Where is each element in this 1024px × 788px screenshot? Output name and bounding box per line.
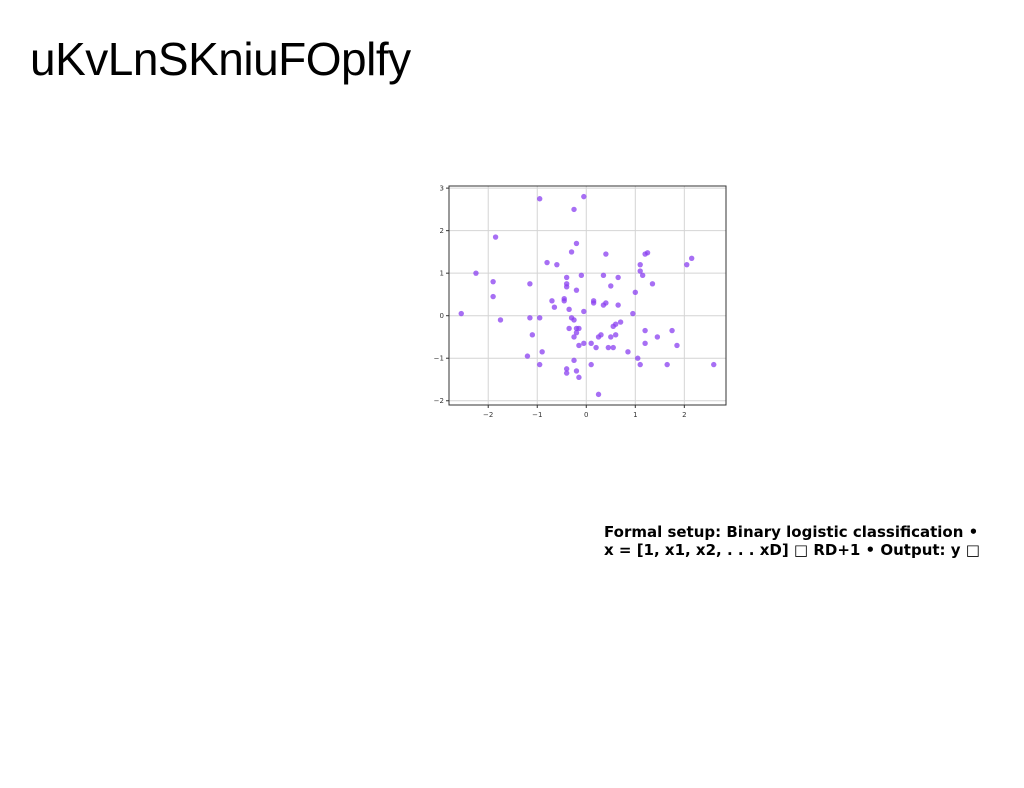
scatter-point <box>711 361 717 368</box>
scatter-point <box>539 349 545 355</box>
scatter-point <box>573 368 580 374</box>
y-tick-label: 3 <box>440 185 444 193</box>
scatter-point <box>608 334 614 340</box>
scatter-point <box>684 261 690 268</box>
scatter-point <box>608 283 614 289</box>
x-tick-label: −2 <box>483 411 493 419</box>
scatter-point <box>637 361 643 368</box>
y-tick-label: 1 <box>440 270 444 278</box>
scatter-point <box>571 206 577 213</box>
scatter-point <box>588 340 594 347</box>
x-tick-label: 2 <box>682 411 686 419</box>
scatter-point <box>536 315 543 321</box>
scatter-point <box>632 289 639 296</box>
scatter-point <box>610 344 616 351</box>
scatter-point <box>600 272 607 279</box>
scatter-point <box>615 274 621 281</box>
scatter-point <box>598 332 604 338</box>
scatter-point <box>561 298 567 304</box>
scatter-point <box>571 357 577 364</box>
scatter-point <box>593 344 599 351</box>
scatter-point <box>630 310 636 317</box>
scatter-point <box>566 306 572 313</box>
scatter-point <box>649 281 656 287</box>
scatter-point <box>563 284 570 290</box>
scatter-point <box>549 298 555 304</box>
scatter-point <box>600 302 607 308</box>
scatter-point <box>635 355 641 361</box>
scatter-point <box>571 317 577 323</box>
scatter-point <box>551 304 558 310</box>
scatter-point <box>664 361 670 368</box>
scatter-point <box>688 255 695 261</box>
scatter-point <box>590 298 597 304</box>
scatter-point <box>669 327 675 334</box>
scatter-point <box>603 251 609 257</box>
scatter-point <box>566 325 572 332</box>
scatter-point <box>473 270 479 276</box>
scatter-point <box>573 240 580 247</box>
scatter-point <box>554 261 560 268</box>
y-tick-label: 0 <box>440 312 444 320</box>
scatter-point <box>605 344 612 351</box>
scatter-point <box>639 272 646 279</box>
scatter-point <box>536 196 543 202</box>
plot-frame <box>448 185 727 406</box>
scatter-point <box>571 334 577 340</box>
scatter-point <box>527 315 533 321</box>
scatter-point <box>637 268 643 274</box>
scatter-point <box>497 317 504 323</box>
scatter-point <box>578 272 585 279</box>
scatter-point <box>573 287 580 293</box>
scatter-point <box>625 349 631 355</box>
scatter-point <box>573 325 580 332</box>
scatter-chart: −2 −1 0 1 2 −2 −1 0 1 2 3 <box>425 180 735 420</box>
scatter-point <box>576 374 582 381</box>
scatter-point <box>595 391 602 398</box>
y-tick-label: −1 <box>434 355 444 363</box>
scatter-point <box>642 327 648 334</box>
scatter-point <box>527 281 533 287</box>
scatter-point <box>644 250 651 256</box>
scatter-chart-svg: −2 −1 0 1 2 −2 −1 0 1 2 3 <box>434 185 727 419</box>
scatter-point <box>529 332 536 338</box>
scatter-point <box>458 310 464 317</box>
caption-line: Formal setup: Binary logistic classifica… <box>604 523 979 541</box>
scatter-point <box>576 342 582 349</box>
slide-caption: Formal setup: Binary logistic classifica… <box>604 523 1014 559</box>
scatter-point <box>617 319 624 325</box>
scatter-point <box>490 293 496 300</box>
caption-line: x = [1, x1, x2, . . . xD] □ RD+1 • Outpu… <box>604 541 980 559</box>
y-tick-label: 2 <box>440 227 444 235</box>
scatter-point <box>642 340 648 347</box>
scatter-point <box>637 261 643 268</box>
scatter-point <box>492 234 499 240</box>
scatter-point <box>615 302 621 308</box>
scatter-point <box>610 323 616 330</box>
scatter-point <box>581 308 587 315</box>
scatter-point <box>568 249 575 255</box>
y-tick-label: −2 <box>434 397 444 405</box>
scatter-point <box>588 361 594 368</box>
scatter-point <box>581 193 587 200</box>
scatter-point <box>563 366 570 372</box>
scatter-point <box>544 259 550 266</box>
scatter-point <box>490 278 496 285</box>
x-tick-label: 1 <box>633 411 637 419</box>
scatter-point <box>563 274 570 281</box>
x-tick-label: −1 <box>532 411 542 419</box>
slide-title: uKvLnSKniuFOplfy <box>30 33 411 85</box>
scatter-point <box>524 353 531 359</box>
scatter-point <box>612 332 619 338</box>
x-tick-label: 0 <box>584 411 588 419</box>
scatter-point <box>654 334 661 340</box>
scatter-point <box>581 340 587 347</box>
scatter-point <box>536 361 543 368</box>
scatter-point <box>674 342 680 349</box>
scatter-point <box>563 370 570 376</box>
scatter-point <box>573 330 580 336</box>
